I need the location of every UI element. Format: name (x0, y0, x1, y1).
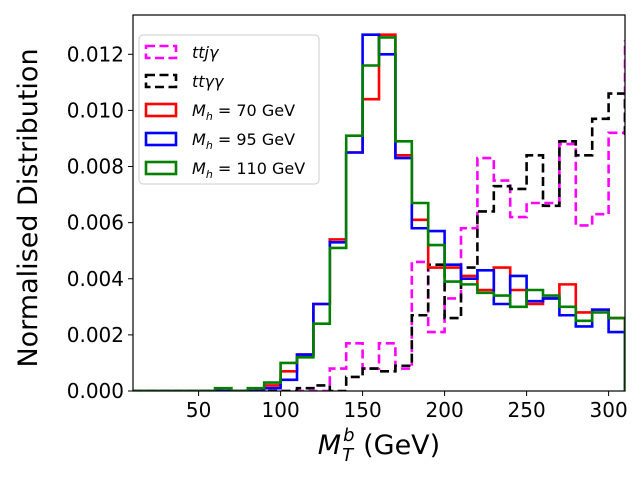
legend-label-4: Mh = 110 GeV (192, 159, 305, 181)
series-0-step-line (133, 40, 625, 391)
legend-handle-3 (144, 131, 178, 147)
x-tick-label: 100 (262, 398, 300, 422)
legend-handle-0 (144, 44, 178, 60)
y-tick-label: 0.004 (67, 267, 124, 291)
x-axis-label: MTb (GeV) (318, 425, 440, 466)
x-tick-label: 250 (508, 398, 546, 422)
series-1-step-line (133, 92, 625, 391)
legend-label-1: ttγγ (192, 72, 225, 91)
y-axis-label: Normalised Distribution (13, 48, 44, 367)
legend-handle-2 (144, 102, 178, 118)
x-tick-label: 150 (344, 398, 382, 422)
y-tick-label: 0.008 (67, 155, 124, 179)
legend: ttjγ ttγγ Mh = 70 GeV Mh = 95 GeV Mh = 110 G… (138, 34, 320, 185)
x-tick-label: 50 (186, 398, 211, 422)
legend-label-3: Mh = 95 GeV (192, 130, 295, 152)
x-tick-label: 300 (590, 398, 628, 422)
legend-handle-4 (144, 160, 178, 176)
legend-label-0: ttjγ (192, 43, 220, 62)
plot-frame (132, 14, 626, 392)
series-layer (133, 33, 625, 391)
legend-label-2: Mh = 70 GeV (192, 101, 295, 123)
y-tick-label: 0.006 (67, 211, 124, 235)
legend-box (138, 34, 320, 185)
y-tick-label: 0.012 (67, 42, 124, 66)
x-axis-ticks: 50 100 150 200 250 300 (186, 391, 628, 422)
series-4-step-line (133, 36, 625, 391)
x-tick-label: 200 (426, 398, 464, 422)
y-tick-label: 0.002 (67, 323, 124, 347)
y-tick-label: 0.010 (67, 98, 124, 122)
y-axis-ticks: 0.000 0.002 0.004 0.006 0.008 0.010 0.012 (67, 42, 133, 403)
y-tick-label: 0.000 (67, 379, 124, 403)
legend-handle-1 (144, 73, 178, 89)
